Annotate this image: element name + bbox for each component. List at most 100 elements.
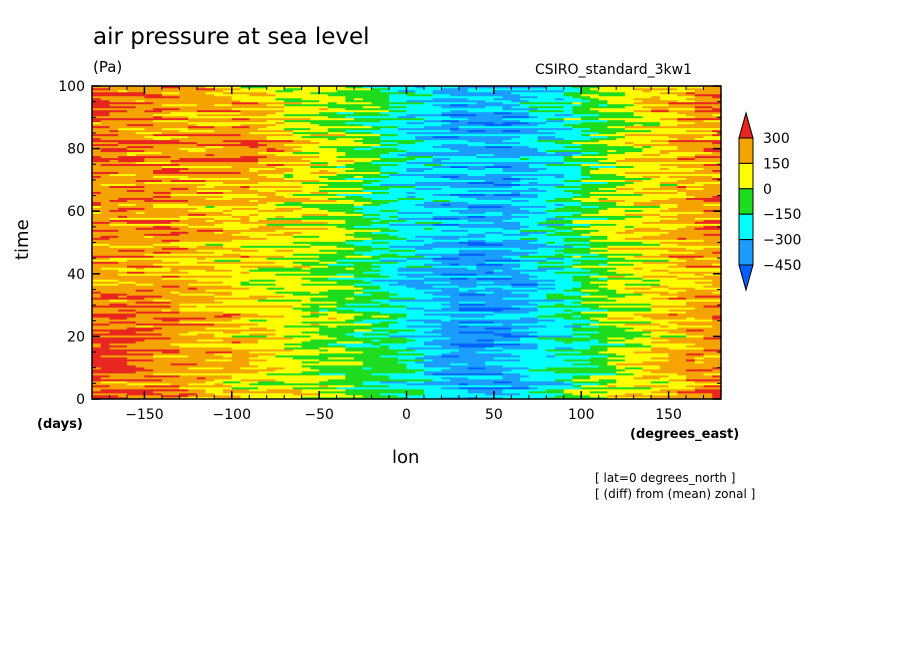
heatmap-cell [257,323,311,326]
heatmap-cell [292,265,311,268]
heatmap-cell [415,137,512,141]
heatmap-cell [485,211,503,214]
heatmap-cell [493,153,573,157]
heatmap-cell [642,147,678,151]
heatmap-cell [502,389,547,392]
heatmap-cell [563,239,591,242]
heatmap-cell [423,355,442,358]
heatmap-cell [126,295,163,298]
heatmap-cell [423,243,469,246]
heatmap-cell [249,271,311,274]
heatmap-cell [555,185,617,188]
heatmap-cell [677,205,722,208]
heatmap-cell [257,219,303,222]
heatmap-cell [92,317,110,320]
heatmap-cell [92,393,128,396]
heatmap-cell [179,163,268,167]
heatmap-cell [703,305,722,308]
heatmap-cell [92,191,102,194]
heatmap-cell [301,361,320,364]
heatmap-cell [92,249,119,252]
heatmap-cell [179,139,224,143]
heatmap-cell [92,309,119,312]
heatmap-cell [537,289,565,292]
heatmap-cell [196,103,215,107]
heatmap-cell [144,385,180,388]
heatmap-cell [257,145,303,149]
heatmap-cell [389,113,407,117]
heatmap-cell [371,201,390,204]
colorbar-label: 300 [763,131,790,147]
heatmap-cell [92,183,102,186]
heatmap-cell [161,265,215,268]
heatmap-cell [301,365,407,368]
heatmap-cell [92,333,163,336]
heatmap-cell [118,203,137,206]
heatmap-cell [423,277,451,280]
heatmap-cell [598,351,635,354]
heatmap-cell [153,369,276,372]
heatmap-cell [633,227,661,230]
heatmap-cell [214,393,294,396]
heatmap-cell [432,379,451,382]
heatmap-cell [92,131,137,135]
heatmap-cell [223,89,276,93]
heatmap-cell [572,191,591,194]
heatmap-cell [240,221,329,224]
heatmap-cell [528,121,547,125]
heatmap-cell [214,379,241,382]
heatmap-cell [92,135,145,139]
heatmap-cell [694,195,713,198]
y-tick-label: 0 [76,392,85,408]
heatmap-cell [458,195,538,198]
heatmap-cell [249,125,268,129]
heatmap-cell [126,351,163,354]
heatmap-cell [659,367,713,370]
heatmap-cell [126,259,163,262]
heatmap-cell [476,351,582,354]
heatmap-cell [511,285,538,288]
heatmap-cell [432,285,460,288]
heatmap-cell [196,87,215,91]
heatmap-cell [249,199,259,202]
heatmap-cell [205,351,233,354]
heatmap-cell [467,233,486,236]
heatmap-cell [92,133,119,137]
heatmap-cell [616,289,687,292]
heatmap-cell [345,255,372,258]
heatmap-cell [423,169,503,173]
heatmap-cell [651,287,669,290]
heatmap-cell [336,273,355,276]
heatmap-cell [712,105,722,109]
heatmap-cell [520,373,617,376]
heatmap-cell [572,227,635,230]
heatmap-cell [537,283,556,286]
heatmap-cell [371,131,407,135]
heatmap-cell [231,335,268,338]
heatmap-cell [371,255,425,258]
heatmap-cell [502,233,530,236]
heatmap-cell [257,355,276,358]
heatmap-cell [555,207,608,210]
heatmap-cell [651,335,661,338]
heatmap-cell [301,201,372,204]
heatmap-cell [589,375,643,378]
heatmap-cell [371,87,390,91]
heatmap-cell [327,115,346,119]
heatmap-cell [144,339,198,342]
heatmap-cell [92,297,145,300]
heatmap-cell [153,317,206,320]
heatmap-cell [423,389,469,392]
heatmap-cell [581,291,617,294]
heatmap-cell [659,183,678,186]
heatmap-cell [546,397,608,400]
heatmap-cell [406,305,451,308]
heatmap-cell [371,279,556,282]
heatmap-cell [546,231,556,234]
heatmap-cell [563,299,582,302]
heatmap-cell [327,385,355,388]
heatmap-cell [92,127,119,131]
heatmap-cell [327,101,338,105]
heatmap-cell [118,197,154,200]
heatmap-cell [694,89,722,93]
